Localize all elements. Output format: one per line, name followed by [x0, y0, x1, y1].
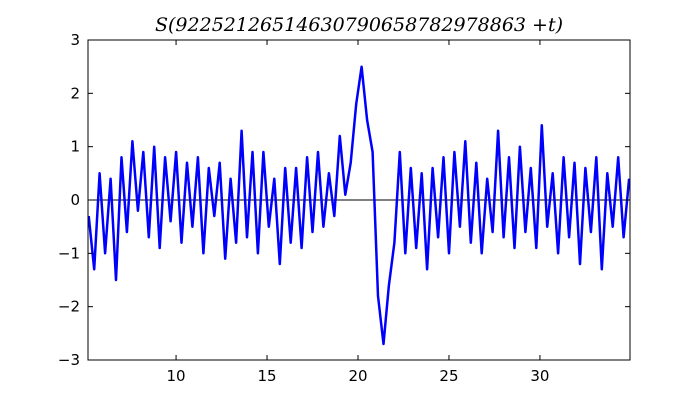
y-tick-label: 2	[70, 84, 80, 102]
y-tick-label: −3	[58, 351, 80, 369]
y-tick-label: 3	[70, 31, 80, 49]
x-tick-label: 15	[257, 367, 276, 385]
y-tick-label: 1	[70, 138, 80, 156]
x-tick-label: 25	[439, 367, 458, 385]
y-tick-label: 0	[70, 191, 80, 209]
y-tick-label: −2	[58, 298, 80, 316]
series-line	[88, 65, 630, 346]
chart-title: S(92252126514630790658782978863 +t)	[155, 14, 563, 36]
x-tick-label: 10	[167, 367, 186, 385]
x-tick-label: 20	[348, 367, 367, 385]
y-tick-label: −1	[58, 244, 80, 262]
x-tick-label: 30	[530, 367, 549, 385]
